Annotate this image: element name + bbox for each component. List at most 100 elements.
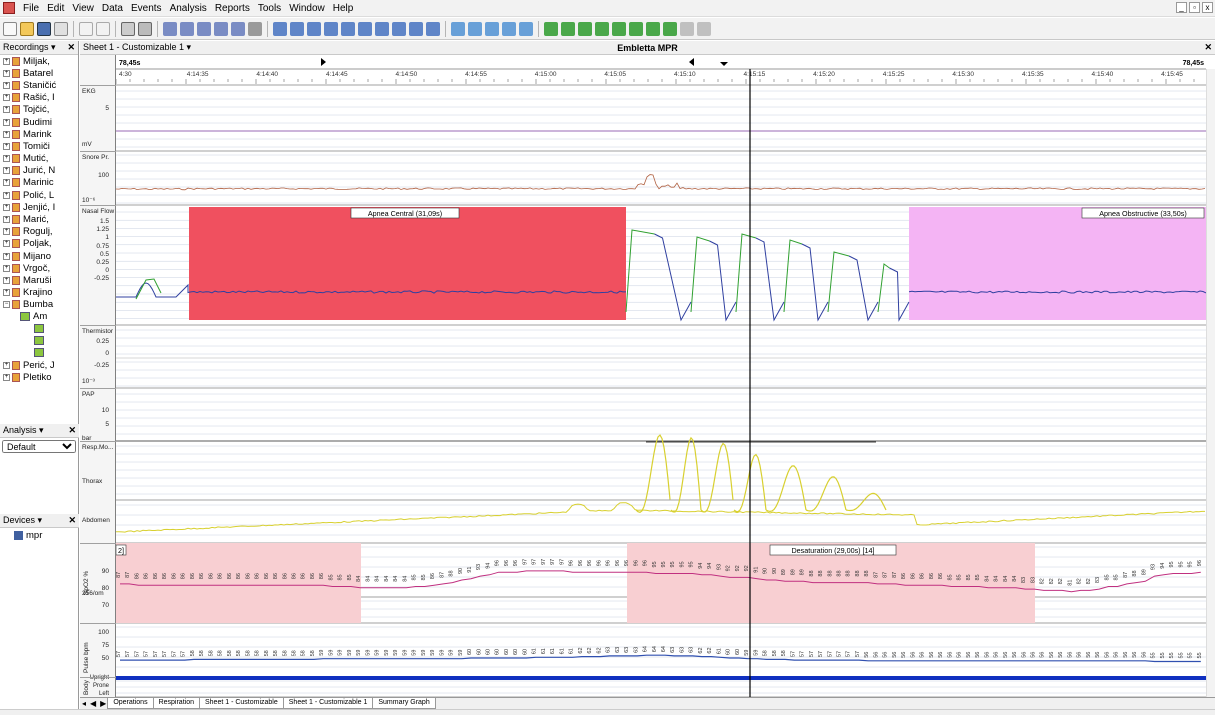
fast-forward-icon[interactable] (197, 21, 211, 36)
recording-item[interactable]: + Maruši (0, 274, 79, 286)
restore-button[interactable]: ▫ (1189, 2, 1200, 13)
expand-icon[interactable]: + (3, 203, 10, 211)
expand-icon[interactable]: + (3, 179, 10, 187)
stop-icon[interactable] (163, 21, 177, 36)
menu-help[interactable]: Help (332, 2, 354, 14)
zoom-icon[interactable] (273, 21, 287, 36)
pause-icon[interactable] (231, 21, 245, 36)
sheet-dropdown[interactable]: Sheet 1 - Customizable 1 ▾ (83, 42, 192, 52)
tab-operations[interactable]: Operations (107, 698, 154, 709)
redo-icon[interactable] (96, 21, 110, 36)
expand-icon[interactable]: + (3, 373, 10, 381)
recording-subitem[interactable] (0, 347, 79, 359)
menu-data[interactable]: Data (101, 2, 123, 14)
recordings-close-icon[interactable]: ✕ (67, 42, 75, 52)
devices-dropdown[interactable]: Devices ▾ (3, 515, 43, 525)
marker-icon[interactable] (248, 21, 262, 36)
recordings-dropdown[interactable]: Recordings ▾ (3, 42, 56, 52)
recording-item[interactable]: + Pletiko (0, 371, 79, 383)
recording-item[interactable]: + Mijano (0, 250, 79, 262)
undo-icon[interactable] (79, 21, 93, 36)
tab-sheet-1-customizable[interactable]: Sheet 1 - Customizable (199, 698, 284, 709)
recording-subitem[interactable] (0, 323, 79, 335)
layout-3-icon[interactable] (358, 21, 372, 36)
recording-item[interactable]: + Poljak, (0, 238, 79, 250)
scale-icon[interactable] (468, 21, 482, 36)
event-type-6-icon[interactable] (629, 21, 643, 36)
event-type-7-icon[interactable] (646, 21, 660, 36)
crosshair-icon[interactable] (307, 21, 321, 36)
tab-respiration[interactable]: Respiration (152, 698, 200, 709)
move-icon[interactable] (485, 21, 499, 36)
layout-4-icon[interactable] (375, 21, 389, 36)
print-icon[interactable] (121, 21, 135, 36)
recording-item[interactable]: + Marić, (0, 213, 79, 225)
recording-item[interactable]: + Perić, J (0, 359, 79, 371)
new-file-icon[interactable] (3, 21, 17, 36)
grid-icon[interactable] (519, 21, 533, 36)
recording-item[interactable]: + Batarel (0, 67, 79, 79)
expand-icon[interactable]: + (3, 228, 10, 236)
montage-icon[interactable] (451, 21, 465, 36)
expand-icon[interactable]: + (3, 94, 10, 102)
expand-icon[interactable]: + (3, 240, 10, 248)
event-type-3-icon[interactable] (578, 21, 592, 36)
filter-icon[interactable] (502, 21, 516, 36)
menu-tools[interactable]: Tools (257, 2, 282, 14)
event-type-2-icon[interactable] (561, 21, 575, 36)
tab-scroll-next-icon[interactable]: ▶ (100, 699, 107, 708)
expand-icon[interactable]: + (3, 57, 10, 65)
expand-icon[interactable]: + (3, 276, 10, 284)
menu-view[interactable]: View (72, 2, 94, 14)
layout-1-icon[interactable] (324, 21, 338, 36)
tab-summary-graph[interactable]: Summary Graph (372, 698, 436, 709)
analysis-dropdown[interactable]: Analysis ▾ (3, 425, 44, 435)
recording-subitem[interactable] (0, 335, 79, 347)
devices-close-icon[interactable]: ✕ (68, 515, 76, 525)
recording-item[interactable]: + Rašić, I (0, 92, 79, 104)
save-icon[interactable] (37, 21, 51, 36)
recording-item[interactable]: + Marinic (0, 177, 79, 189)
close-window-button[interactable]: x (1202, 2, 1213, 13)
expand-icon[interactable]: + (3, 106, 10, 114)
menu-reports[interactable]: Reports (214, 2, 250, 14)
vertical-scrollbar[interactable] (1206, 69, 1215, 697)
layout-7-icon[interactable] (426, 21, 440, 36)
layout-6-icon[interactable] (409, 21, 423, 36)
event-type-5-icon[interactable] (612, 21, 626, 36)
layout-5-icon[interactable] (392, 21, 406, 36)
recording-item[interactable]: + Mutić, (0, 153, 79, 165)
recording-item[interactable]: + Tojčić, (0, 104, 79, 116)
recording-item[interactable]: + Krajino (0, 287, 79, 299)
recording-item[interactable]: + Vrgoč, (0, 262, 79, 274)
event-type-4-icon[interactable] (595, 21, 609, 36)
menu-edit[interactable]: Edit (47, 2, 65, 14)
previous-event-icon[interactable] (680, 21, 694, 36)
signal-plot[interactable]: 4:30 4:14:35 4:14:40 4:14:45 4:14:50 4:14:55 4… (116, 55, 1206, 697)
event-type-8-icon[interactable] (663, 21, 677, 36)
skip-end-icon[interactable] (214, 21, 228, 36)
minimize-button[interactable]: _ (1176, 2, 1187, 13)
recording-child-item[interactable]: Am (0, 311, 79, 323)
menu-analysis[interactable]: Analysis (169, 2, 207, 14)
expand-icon[interactable]: + (3, 289, 10, 297)
recording-item[interactable]: + Polić, L (0, 189, 79, 201)
menu-window[interactable]: Window (289, 2, 325, 14)
recording-item[interactable]: + Marink (0, 128, 79, 140)
print-preview-icon[interactable] (138, 21, 152, 36)
recording-item[interactable]: + Miljak, (0, 55, 79, 67)
recordings-tree[interactable]: + Miljak, + Batarel + Staničić + Rašić, I + Tojči… (0, 55, 79, 427)
collapse-icon[interactable]: − (3, 301, 10, 309)
expand-icon[interactable]: + (3, 69, 10, 77)
menu-file[interactable]: File (23, 2, 40, 14)
recording-item[interactable]: + Tomiči (0, 140, 79, 152)
expand-icon[interactable]: + (3, 155, 10, 163)
device-item[interactable]: mpr (0, 528, 79, 542)
open-folder-icon[interactable] (20, 21, 34, 36)
analysis-close-icon[interactable]: ✕ (68, 425, 76, 435)
sheet-close-icon[interactable]: ✕ (1204, 42, 1212, 52)
analysis-select[interactable]: Default (2, 440, 76, 453)
play-icon[interactable] (180, 21, 194, 36)
recording-item[interactable]: + Budimi (0, 116, 79, 128)
expand-icon[interactable]: + (3, 81, 10, 89)
